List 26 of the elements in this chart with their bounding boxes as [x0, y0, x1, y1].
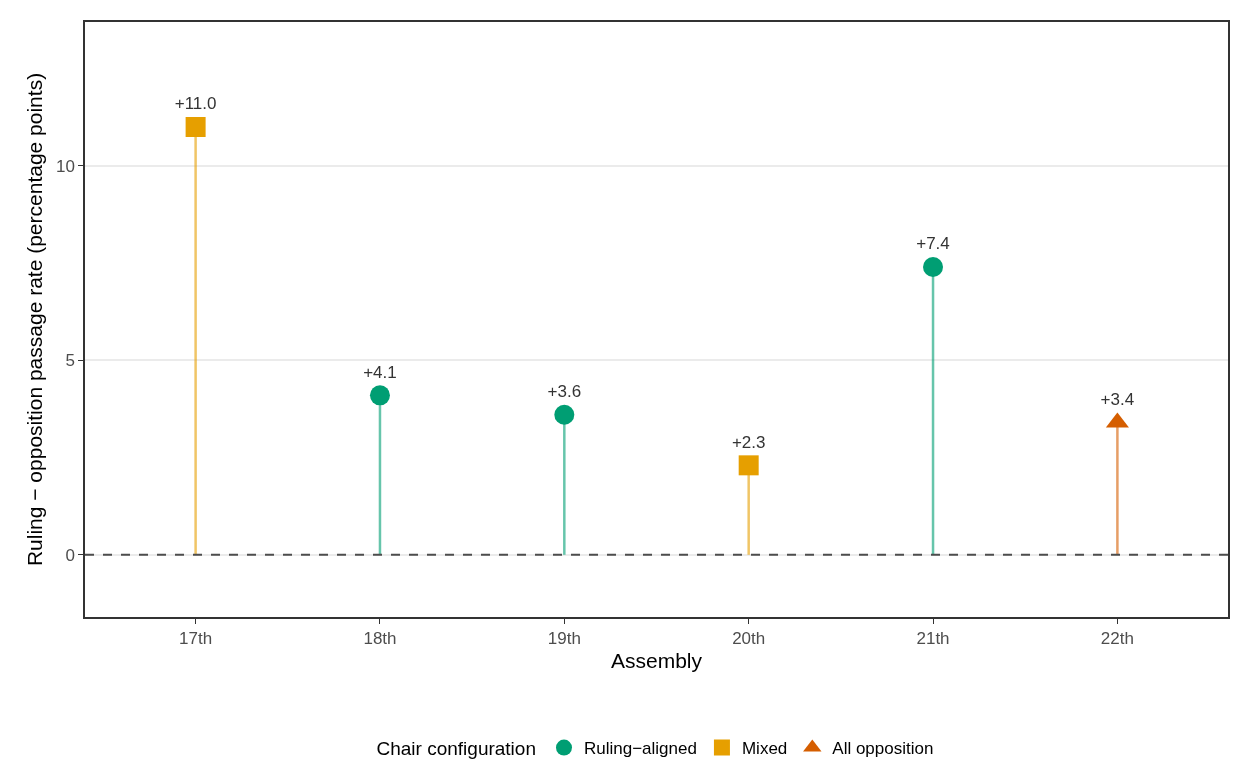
point — [554, 404, 575, 425]
point — [185, 117, 206, 137]
x-tick-label: 21th — [916, 629, 950, 649]
x-tick-label: 18th — [363, 629, 397, 649]
data-label: +3.4 — [1100, 389, 1135, 409]
y-axis-title: Ruling − opposition passage rate (percentage points) — [22, 72, 46, 567]
x-tick-label: 17th — [179, 629, 213, 649]
legend-label: Mixed — [741, 739, 788, 759]
data-label: +7.4 — [916, 234, 950, 254]
point — [923, 257, 944, 277]
y-tick-label: 5 — [65, 351, 75, 371]
data-label: +3.6 — [547, 382, 582, 402]
legend-title: Chair configuration — [376, 737, 536, 759]
legend-label: Ruling−aligned — [583, 739, 697, 759]
data-label: +11.0 — [174, 94, 217, 114]
data-label: +4.1 — [363, 362, 397, 382]
y-tick-label: 0 — [65, 545, 75, 565]
data-label: +2.3 — [731, 432, 766, 452]
point — [369, 385, 390, 406]
x-tick-label: 20th — [732, 629, 766, 649]
legend-label: All opposition — [832, 739, 934, 759]
y-tick-label: 10 — [55, 156, 75, 176]
point — [738, 455, 759, 476]
x-tick-label: 19th — [547, 629, 581, 649]
x-axis-title: Assembly — [610, 648, 703, 672]
x-tick-label: 22th — [1100, 629, 1134, 649]
